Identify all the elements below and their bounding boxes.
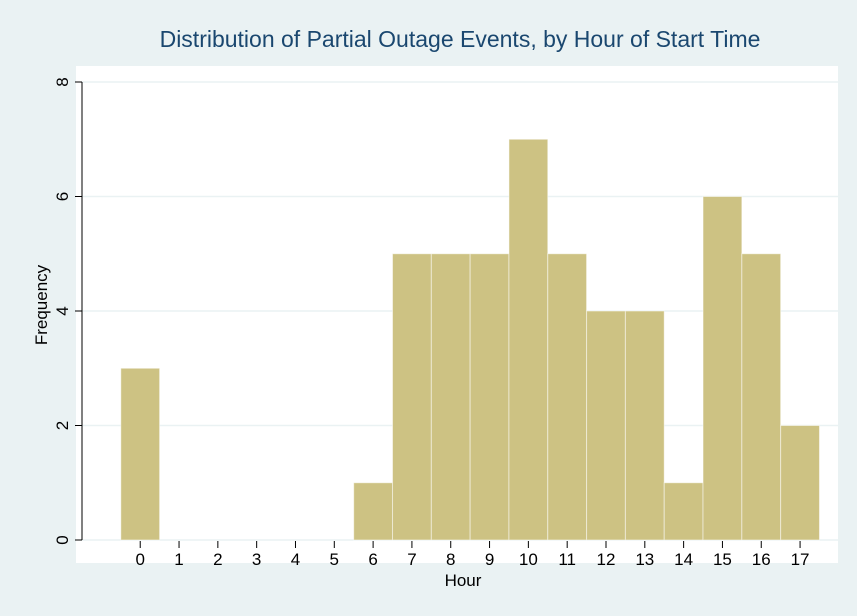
y-tick-label: 6 — [53, 192, 72, 201]
x-tick-label: 7 — [407, 550, 416, 569]
chart-title: Distribution of Partial Outage Events, b… — [160, 26, 761, 52]
x-tick-label: 1 — [174, 550, 183, 569]
x-axis-label: Hour — [445, 571, 482, 590]
y-tick-label: 0 — [53, 535, 72, 544]
bar — [741, 253, 782, 541]
x-tick-label: 16 — [752, 550, 771, 569]
bar — [469, 253, 510, 541]
x-tick-label: 12 — [597, 550, 616, 569]
bar — [586, 310, 626, 541]
x-tick-label: 14 — [674, 550, 693, 569]
bar — [547, 253, 588, 541]
bar — [508, 138, 549, 541]
x-tick-label: 8 — [446, 550, 455, 569]
bar — [353, 482, 394, 541]
bar — [392, 253, 432, 541]
y-tick-label: 4 — [53, 306, 72, 315]
x-tick-label: 3 — [252, 550, 261, 569]
bar — [780, 425, 820, 541]
bar — [702, 196, 743, 541]
x-tick-label: 2 — [213, 550, 222, 569]
x-tick-label: 17 — [791, 550, 810, 569]
x-tick-label: 5 — [330, 550, 339, 569]
y-tick-label: 8 — [53, 77, 72, 86]
y-axis-label: Frequency — [32, 264, 51, 345]
x-tick-label: 11 — [558, 550, 576, 569]
x-tick-label: 15 — [713, 550, 732, 569]
bar — [120, 367, 161, 541]
y-tick-label: 2 — [53, 421, 72, 430]
bar — [624, 310, 665, 541]
bar — [663, 482, 704, 541]
bar — [430, 253, 471, 541]
x-tick-label: 0 — [135, 550, 144, 569]
x-tick-label: 4 — [291, 550, 300, 569]
x-tick-label: 13 — [635, 550, 654, 569]
x-tick-label: 10 — [519, 550, 538, 569]
x-tick-label: 6 — [368, 550, 377, 569]
x-tick-label: 9 — [485, 550, 494, 569]
